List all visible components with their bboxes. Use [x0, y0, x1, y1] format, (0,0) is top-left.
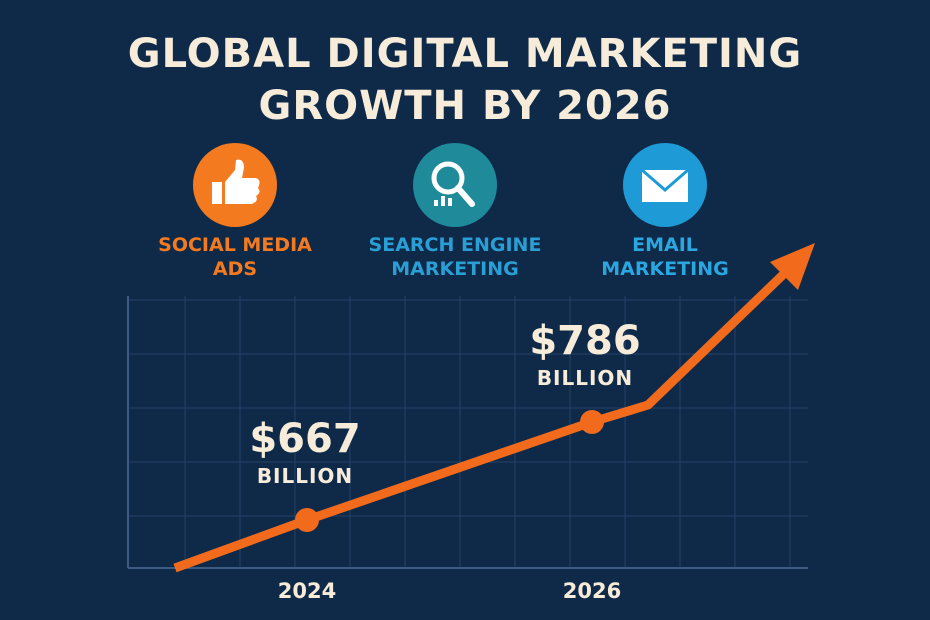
search-icon — [413, 143, 497, 227]
chart-title: GLOBAL DIGITAL MARKETING GROWTH BY 2026 — [127, 31, 803, 129]
value-label: $786 — [529, 318, 640, 364]
channel-label: SOCIAL MEDIA ADS — [158, 234, 312, 280]
point — [295, 508, 319, 532]
value-label: $667 — [249, 416, 360, 462]
grid — [128, 296, 808, 568]
x-tick-label: 2024 — [278, 579, 336, 603]
social-icon — [193, 143, 277, 227]
email-icon — [623, 143, 707, 227]
channel-label: SEARCH ENGINE MARKETING — [368, 234, 542, 280]
value-unit: BILLION — [537, 366, 633, 390]
trend-arrow — [590, 264, 794, 427]
value-unit: BILLION — [257, 464, 353, 488]
arrow-head — [770, 243, 815, 290]
x-tick-label: 2026 — [563, 579, 621, 603]
trend-lead — [173, 515, 309, 573]
channel-label: EMAIL MARKETING — [601, 234, 729, 280]
line — [305, 417, 594, 525]
point — [580, 410, 604, 434]
